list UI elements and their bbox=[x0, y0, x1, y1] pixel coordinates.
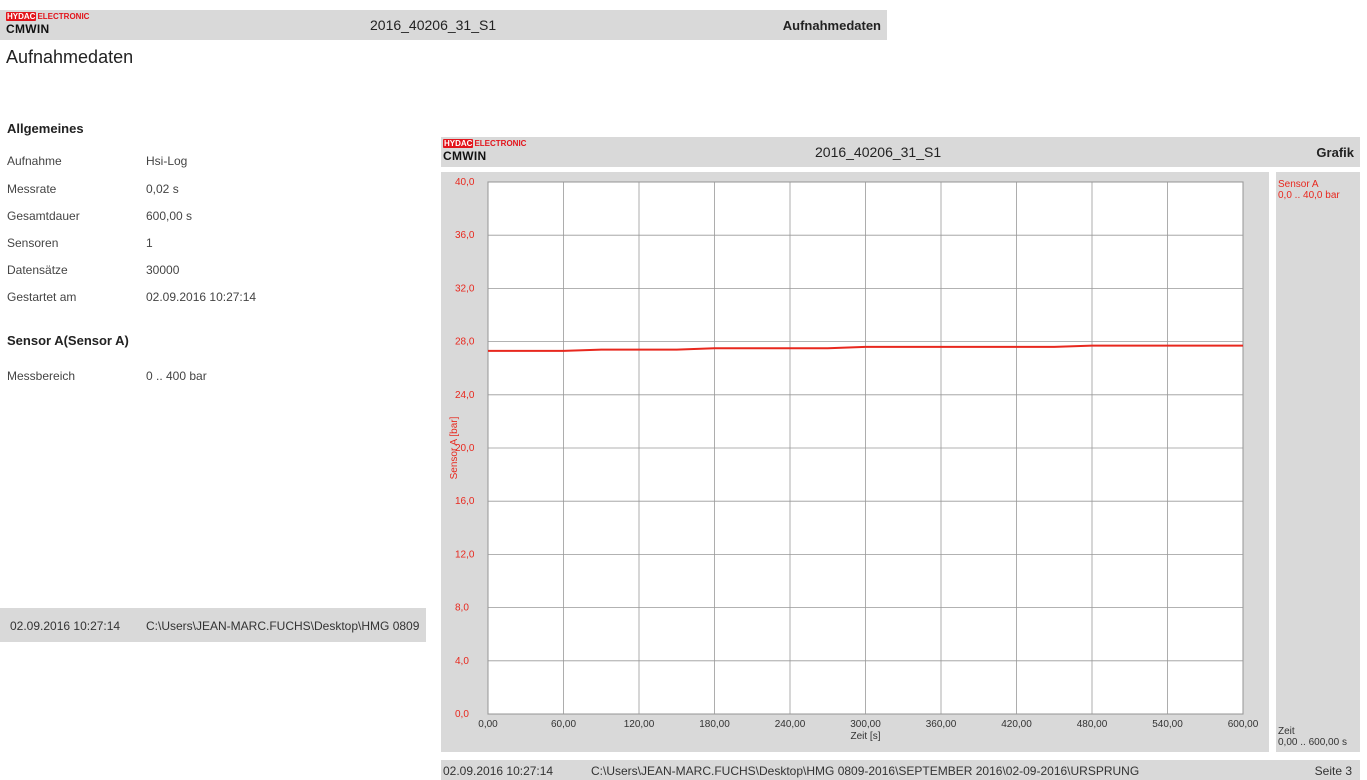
x-tick-label: 360,00 bbox=[926, 719, 957, 730]
info-value-duration: 600,00 s bbox=[146, 209, 193, 223]
x-tick-label: 300,00 bbox=[850, 719, 881, 730]
hydac-logo: HYDAC ELECTRONIC bbox=[443, 139, 527, 148]
left-page-header: HYDAC ELECTRONIC CMWIN 2016_40206_31_S1 A… bbox=[0, 10, 887, 40]
y-tick-label: 32,0 bbox=[455, 283, 475, 294]
info-value-sensors: 1 bbox=[146, 236, 153, 250]
footer-datetime: 02.09.2016 10:27:14 bbox=[443, 764, 554, 778]
cmwin-logo: CMWIN bbox=[6, 22, 50, 36]
section-title: Aufnahmedaten bbox=[782, 18, 881, 33]
y-tick-label: 4,0 bbox=[455, 656, 469, 667]
footer-page-number: Seite 3 bbox=[1314, 764, 1352, 778]
pressure-chart: 0,00 60,00 120,00 180,00 240,00 300,00 360,00 4… bbox=[449, 177, 1259, 742]
info-value-recording: Hsi-Log bbox=[146, 154, 188, 168]
y-tick-label: 28,0 bbox=[455, 337, 475, 348]
legend-panel: Sensor A 0,0 .. 40,0 bar Zeit 0,00 .. 60… bbox=[1276, 172, 1360, 752]
footer-datetime: 02.09.2016 10:27:14 bbox=[10, 619, 121, 633]
info-value-rate: 0,02 s bbox=[146, 182, 179, 196]
footer-path: C:\Users\JEAN-MARC.FUCHS\Desktop\HMG 080… bbox=[146, 619, 420, 633]
info-value-started: 02.09.2016 10:27:14 bbox=[146, 290, 257, 304]
x-tick-label: 600,00 bbox=[1228, 719, 1259, 730]
x-tick-label: 420,00 bbox=[1001, 719, 1032, 730]
hydac-logo: HYDAC ELECTRONIC bbox=[6, 12, 90, 21]
x-tick-label: 480,00 bbox=[1077, 719, 1108, 730]
file-title: 2016_40206_31_S1 bbox=[815, 144, 942, 160]
left-page-footer: 02.09.2016 10:27:14 C:\Users\JEAN-MARC.F… bbox=[0, 608, 426, 642]
footer-path: C:\Users\JEAN-MARC.FUCHS\Desktop\HMG 080… bbox=[591, 764, 1140, 778]
file-title: 2016_40206_31_S1 bbox=[370, 17, 497, 33]
general-section-title: Allgemeines bbox=[7, 121, 84, 136]
info-label-sensors: Sensoren bbox=[7, 236, 59, 250]
y-tick-label: 20,0 bbox=[455, 443, 475, 454]
info-value-records: 30000 bbox=[146, 263, 180, 277]
x-tick-label: 240,00 bbox=[775, 719, 806, 730]
page-heading: Aufnahmedaten bbox=[6, 47, 134, 67]
right-page-header: HYDAC ELECTRONIC CMWIN 2016_40206_31_S1 G… bbox=[441, 137, 1360, 167]
x-tick-label: 180,00 bbox=[699, 719, 730, 730]
info-value-range: 0 .. 400 bar bbox=[146, 369, 207, 383]
legend-axis-range: 0,00 .. 600,00 s bbox=[1278, 737, 1347, 748]
info-label-recording: Aufnahme bbox=[7, 154, 62, 168]
y-tick-label: 12,0 bbox=[455, 549, 475, 560]
y-axis-label: Sensor A [bar] bbox=[449, 416, 460, 479]
right-page-footer: 02.09.2016 10:27:14 C:\Users\JEAN-MARC.F… bbox=[441, 760, 1360, 780]
cmwin-logo: CMWIN bbox=[443, 149, 487, 163]
y-tick-label: 24,0 bbox=[455, 390, 475, 401]
sensor-section-title: Sensor A(Sensor A) bbox=[7, 333, 129, 348]
legend-sensor-range: 0,0 .. 40,0 bar bbox=[1278, 190, 1340, 201]
x-tick-label: 540,00 bbox=[1152, 719, 1183, 730]
info-label-records: Datensätze bbox=[7, 263, 68, 277]
y-tick-label: 8,0 bbox=[455, 603, 469, 614]
y-tick-label: 0,0 bbox=[455, 709, 469, 720]
info-label-rate: Messrate bbox=[7, 182, 57, 196]
x-axis-label: Zeit [s] bbox=[850, 731, 880, 742]
info-label-duration: Gesamtdauer bbox=[7, 209, 80, 223]
x-tick-label: 120,00 bbox=[624, 719, 655, 730]
legend-axis-name: Zeit bbox=[1278, 726, 1295, 737]
series-line-sensor-a bbox=[488, 344, 1243, 352]
y-tick-label: 40,0 bbox=[455, 177, 475, 188]
legend-sensor-name: Sensor A bbox=[1278, 179, 1319, 190]
x-tick-label: 0,00 bbox=[478, 719, 498, 730]
section-title: Grafik bbox=[1316, 145, 1354, 160]
y-tick-label: 36,0 bbox=[455, 230, 475, 241]
info-label-range: Messbereich bbox=[7, 369, 76, 383]
info-label-started: Gestartet am bbox=[7, 290, 77, 304]
x-tick-label: 60,00 bbox=[551, 719, 576, 730]
y-tick-label: 16,0 bbox=[455, 496, 475, 507]
